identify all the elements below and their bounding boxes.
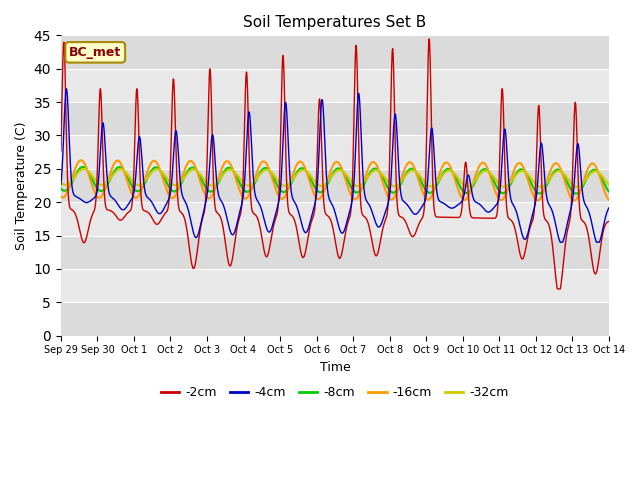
-8cm — [324, 181, 332, 187]
-8cm — [309, 181, 317, 187]
-2cm — [85, 224, 93, 230]
-4cm — [605, 205, 612, 211]
-16cm — [309, 189, 317, 194]
Line: -2cm: -2cm — [61, 39, 609, 289]
-2cm — [589, 266, 597, 272]
-32cm — [589, 168, 597, 174]
-16cm — [77, 157, 84, 163]
-2cm — [554, 286, 561, 292]
-2cm — [605, 218, 612, 224]
-2cm — [323, 213, 331, 218]
-8cm — [572, 191, 580, 196]
-2cm — [489, 216, 497, 221]
-32cm — [573, 184, 581, 190]
-2cm — [589, 265, 597, 271]
-16cm — [605, 197, 612, 203]
Line: -16cm: -16cm — [61, 160, 609, 201]
-16cm — [589, 161, 597, 167]
-4cm — [85, 199, 93, 204]
-8cm — [85, 170, 93, 176]
-4cm — [489, 206, 497, 212]
-16cm — [57, 194, 65, 200]
-16cm — [85, 173, 93, 179]
Title: Soil Temperatures Set B: Soil Temperatures Set B — [243, 15, 426, 30]
-4cm — [57, 182, 65, 188]
Y-axis label: Soil Temperature (C): Soil Temperature (C) — [15, 121, 28, 250]
-4cm — [309, 208, 317, 214]
-4cm — [557, 240, 564, 245]
Line: -32cm: -32cm — [61, 169, 609, 187]
Bar — [61, 236, 609, 269]
-16cm — [570, 198, 578, 204]
-4cm — [63, 86, 70, 92]
Line: -4cm: -4cm — [61, 89, 609, 242]
Line: -8cm: -8cm — [61, 167, 609, 193]
Bar — [61, 102, 609, 135]
-2cm — [57, 148, 65, 154]
Bar — [61, 169, 609, 202]
-16cm — [589, 161, 597, 167]
-4cm — [589, 227, 597, 233]
Legend: -2cm, -4cm, -8cm, -16cm, -32cm: -2cm, -4cm, -8cm, -16cm, -32cm — [156, 382, 514, 405]
-4cm — [324, 188, 332, 193]
X-axis label: Time: Time — [319, 361, 350, 374]
-32cm — [589, 169, 597, 175]
-8cm — [589, 167, 597, 173]
-8cm — [489, 176, 497, 182]
-32cm — [309, 176, 317, 182]
-4cm — [589, 228, 597, 234]
-32cm — [489, 173, 497, 179]
-32cm — [324, 179, 332, 185]
-8cm — [57, 186, 65, 192]
Bar — [61, 302, 609, 336]
-32cm — [605, 182, 612, 188]
-2cm — [309, 215, 317, 220]
Bar — [61, 36, 609, 69]
-16cm — [489, 181, 497, 187]
-8cm — [605, 189, 612, 194]
-8cm — [589, 167, 597, 173]
-32cm — [57, 180, 65, 185]
-32cm — [80, 166, 88, 172]
-2cm — [425, 36, 433, 42]
-32cm — [85, 169, 93, 175]
-8cm — [79, 164, 86, 170]
-16cm — [324, 178, 332, 183]
Text: BC_met: BC_met — [69, 46, 122, 59]
